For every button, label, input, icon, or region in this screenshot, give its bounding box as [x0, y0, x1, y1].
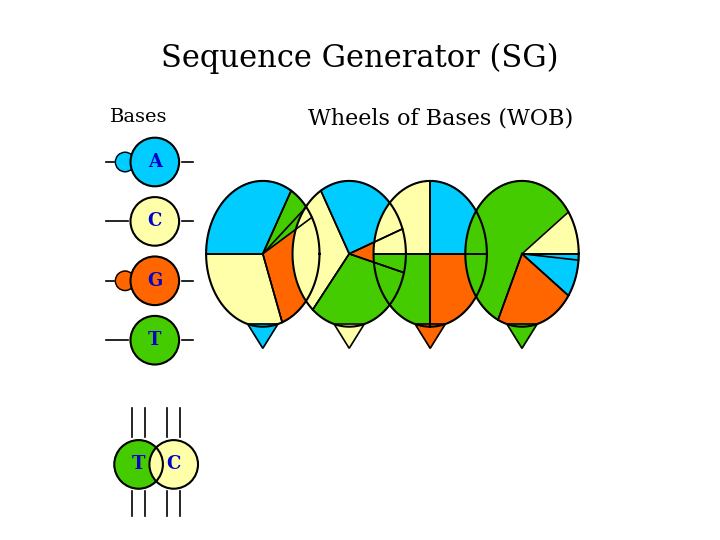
Polygon shape [263, 207, 320, 322]
Polygon shape [248, 324, 278, 348]
Polygon shape [321, 181, 402, 254]
Circle shape [130, 256, 179, 305]
Polygon shape [522, 212, 579, 254]
Polygon shape [206, 254, 282, 327]
Circle shape [130, 138, 179, 186]
Polygon shape [498, 254, 569, 327]
Circle shape [150, 440, 198, 489]
Circle shape [115, 271, 135, 291]
Text: A: A [148, 153, 162, 171]
Text: Wheels of Bases (WOB): Wheels of Bases (WOB) [308, 108, 574, 130]
Text: C: C [148, 212, 162, 231]
Polygon shape [522, 254, 579, 295]
Polygon shape [415, 324, 445, 348]
Polygon shape [374, 254, 431, 327]
Polygon shape [374, 181, 431, 254]
Polygon shape [206, 181, 320, 327]
Text: G: G [147, 272, 163, 290]
Circle shape [130, 197, 179, 246]
Text: T: T [132, 455, 145, 474]
Polygon shape [292, 191, 349, 309]
Circle shape [115, 152, 135, 172]
Polygon shape [334, 324, 364, 348]
Circle shape [114, 440, 163, 489]
Polygon shape [507, 324, 537, 348]
Text: Bases: Bases [110, 108, 167, 126]
Polygon shape [465, 181, 579, 320]
Polygon shape [312, 254, 404, 327]
Text: Sequence Generator (SG): Sequence Generator (SG) [161, 43, 559, 75]
Polygon shape [206, 181, 291, 254]
Polygon shape [263, 191, 312, 254]
Polygon shape [465, 181, 579, 327]
Polygon shape [292, 181, 406, 327]
Polygon shape [431, 181, 487, 254]
Polygon shape [374, 181, 487, 327]
Polygon shape [349, 229, 406, 273]
Text: C: C [166, 455, 181, 474]
Circle shape [130, 316, 179, 364]
Text: T: T [148, 331, 161, 349]
Polygon shape [431, 254, 487, 327]
